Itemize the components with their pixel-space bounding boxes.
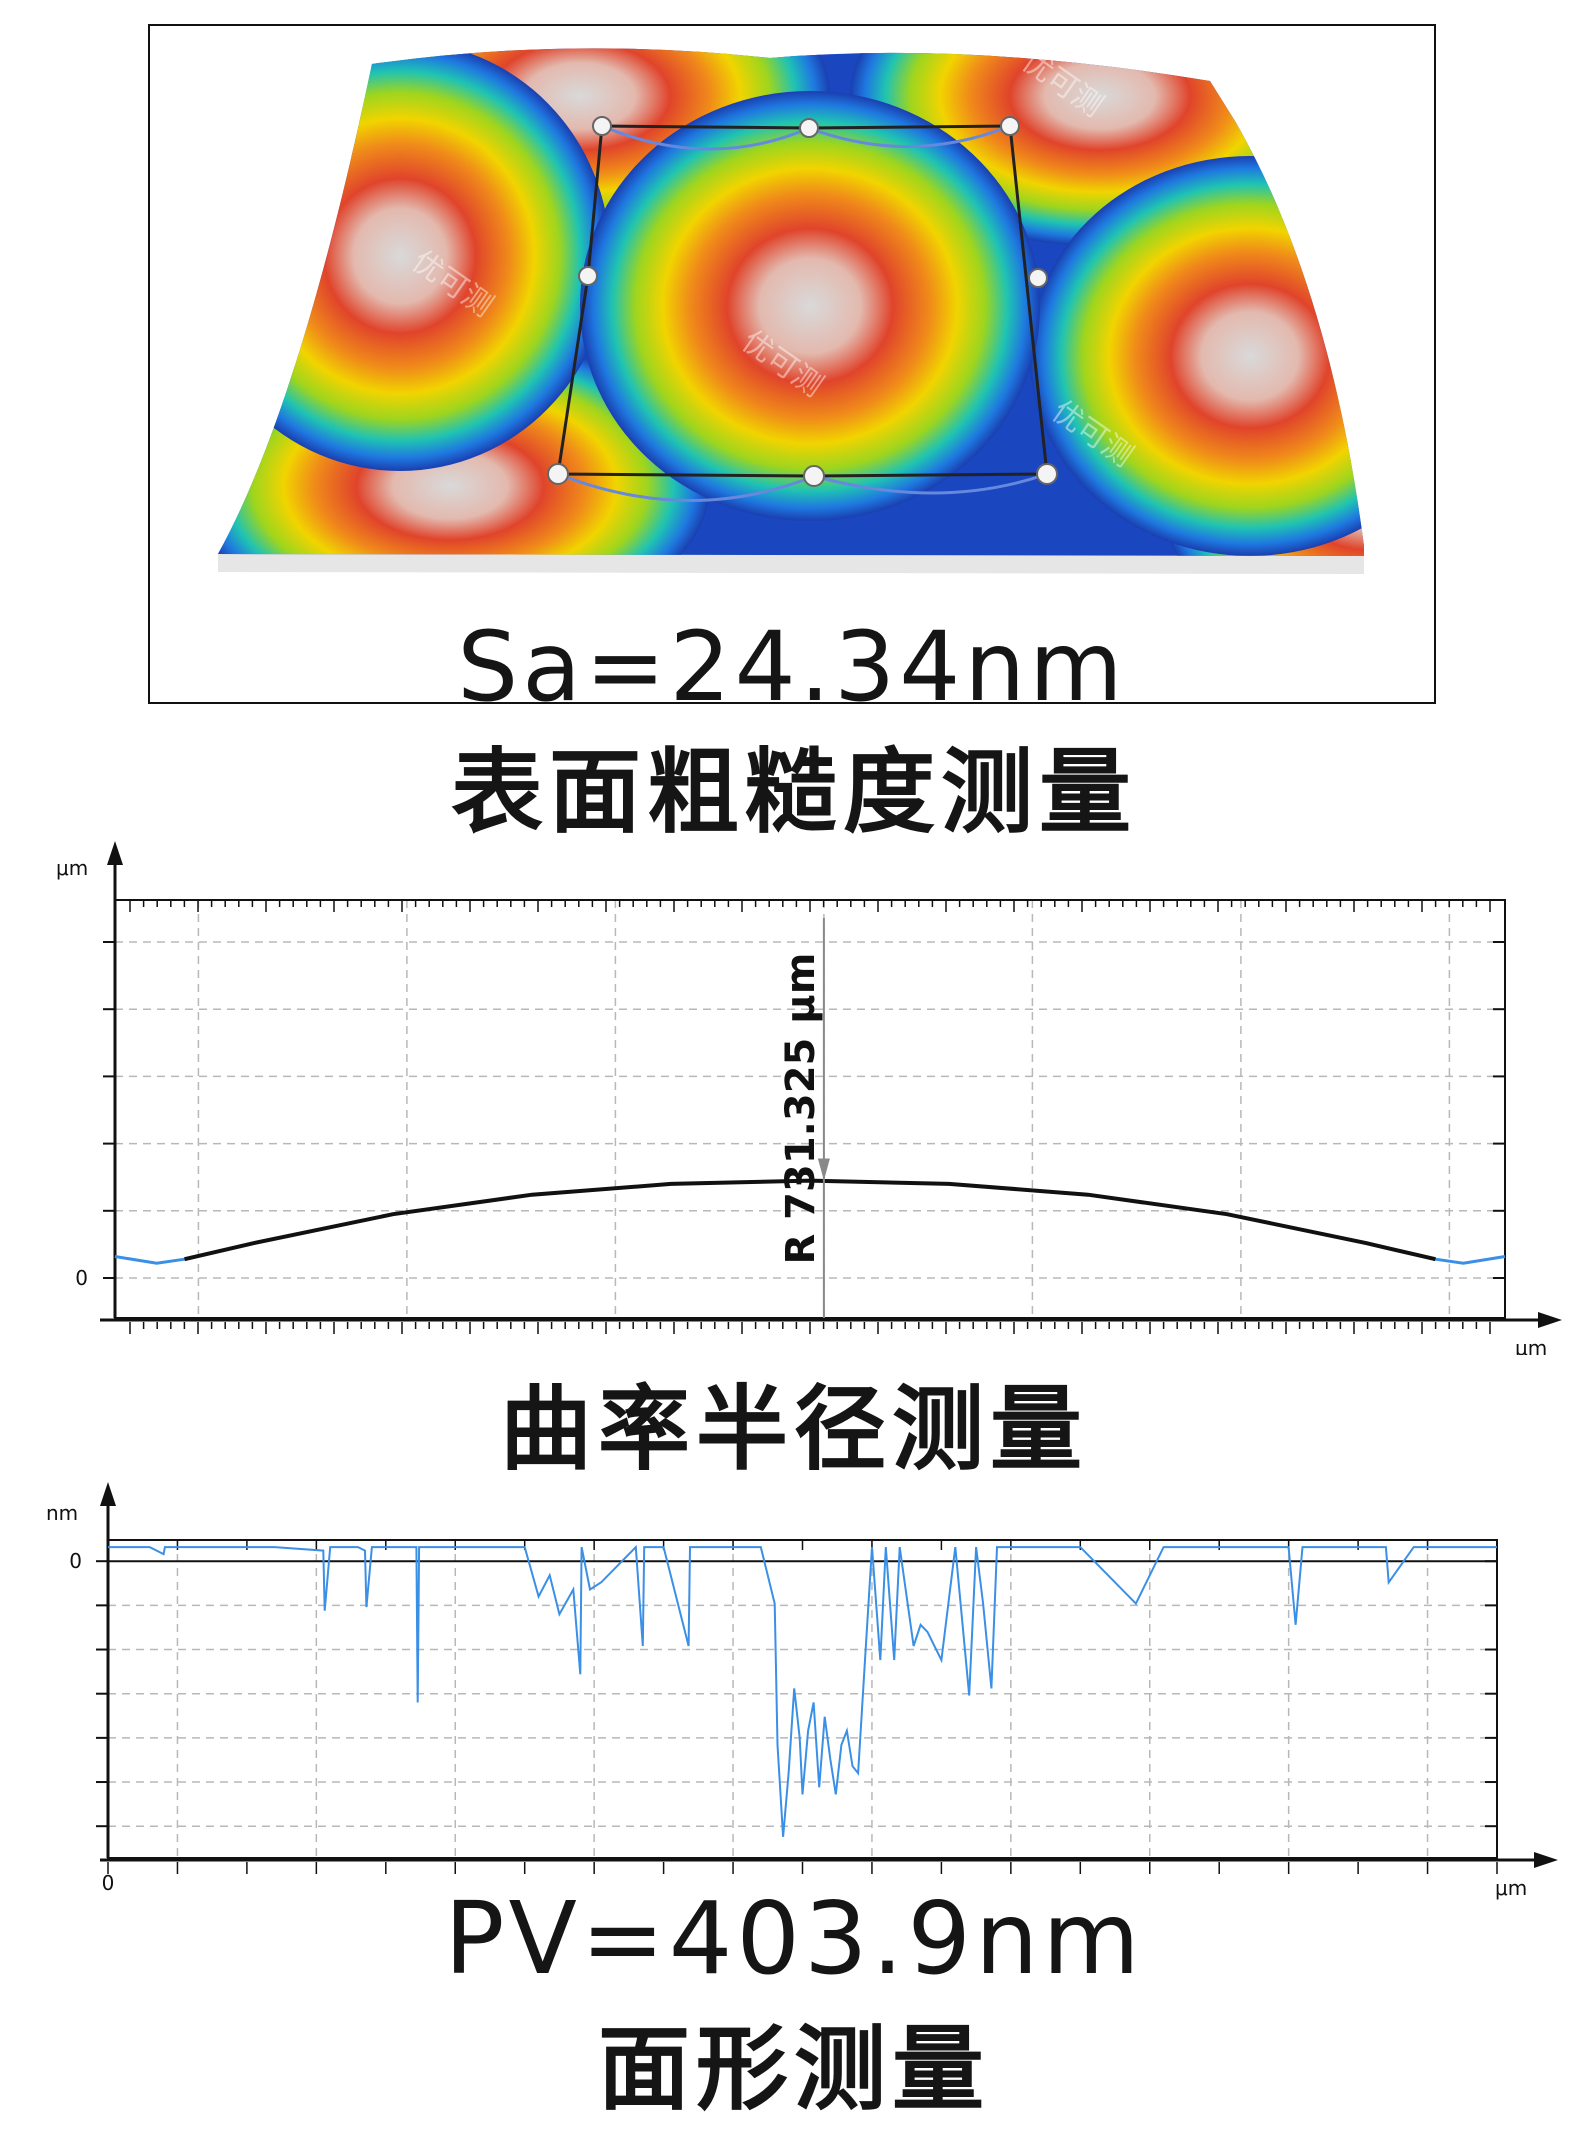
frame-handle[interactable]: [592, 116, 612, 136]
frame-handle[interactable]: [1028, 268, 1048, 288]
frame-handle[interactable]: [547, 463, 569, 485]
sa-value: Sa=24.34nm: [457, 611, 1127, 704]
radius-label: R 731.325 μm: [778, 953, 824, 1265]
form-chart: nm μm 0 0: [46, 1482, 1558, 1900]
form-grid: [108, 1540, 1497, 1858]
form-x-arrow: [1534, 1852, 1558, 1868]
form-y-arrow: [100, 1482, 116, 1506]
curvature-x-arrow: [1538, 1312, 1562, 1328]
curvature-chart: μm μm 0 R 731.325 μm: [56, 841, 1562, 1355]
form-y-tick-label: 0: [69, 1549, 82, 1573]
curvature-profile-edge-right: [1435, 1255, 1506, 1265]
curvature-x-unit: μm: [1515, 1336, 1547, 1355]
form-x-unit: μm: [1495, 1876, 1527, 1900]
curvature-grid: [115, 900, 1505, 1318]
curvature-caption: 曲率半径测量: [499, 1376, 1088, 1483]
curvature-profile-line: [184, 1178, 1436, 1262]
curvature-ticks: [103, 900, 1505, 1334]
pv-value: PV=403.9nm: [444, 1880, 1144, 1997]
frame-handle[interactable]: [799, 118, 819, 138]
form-x-tick-label: 0: [102, 1871, 115, 1895]
form-profile-trace: [108, 1544, 1497, 1837]
frame-handle[interactable]: [578, 266, 598, 286]
measurement-frame: [547, 116, 1058, 502]
form-y-unit: nm: [46, 1501, 78, 1525]
curvature-y-tick-label: 0: [75, 1266, 88, 1290]
surface-base: [218, 554, 1364, 574]
frame-handle[interactable]: [1000, 116, 1020, 136]
radius-marker-arrow: [817, 1158, 830, 1181]
roughness-caption: 表面粗糙度测量: [450, 739, 1137, 846]
form-caption: 面形测量: [597, 2016, 990, 2123]
curvature-y-unit: μm: [56, 856, 88, 880]
surface-3d-render: 优可测 优可测 优可测 优可测: [218, 44, 1364, 574]
frame-handle[interactable]: [803, 465, 825, 487]
surface-domes: [218, 48, 1364, 556]
surface-3d-panel: 优可测 优可测 优可测 优可测 Sa=24.34nm: [148, 24, 1436, 704]
curvature-y-arrow: [107, 841, 123, 865]
curvature-profile-edge-left: [114, 1255, 185, 1265]
frame-handle[interactable]: [1036, 463, 1058, 485]
